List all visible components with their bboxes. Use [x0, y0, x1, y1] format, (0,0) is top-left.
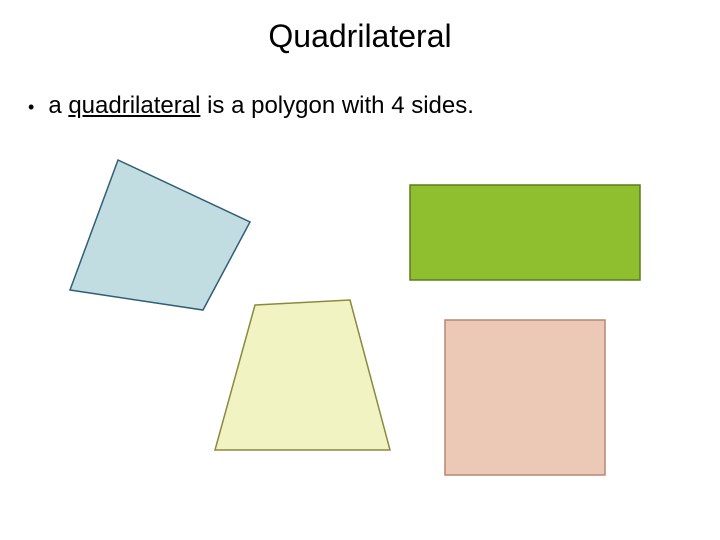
shapes-canvas [0, 0, 720, 540]
trapezoid-shape [215, 300, 390, 450]
irregular-quad-shape [70, 160, 250, 310]
green-rectangle-shape [410, 185, 640, 280]
slide: Quadrilateral • a quadrilateral is a pol… [0, 0, 720, 540]
pink-square-shape [445, 320, 605, 475]
